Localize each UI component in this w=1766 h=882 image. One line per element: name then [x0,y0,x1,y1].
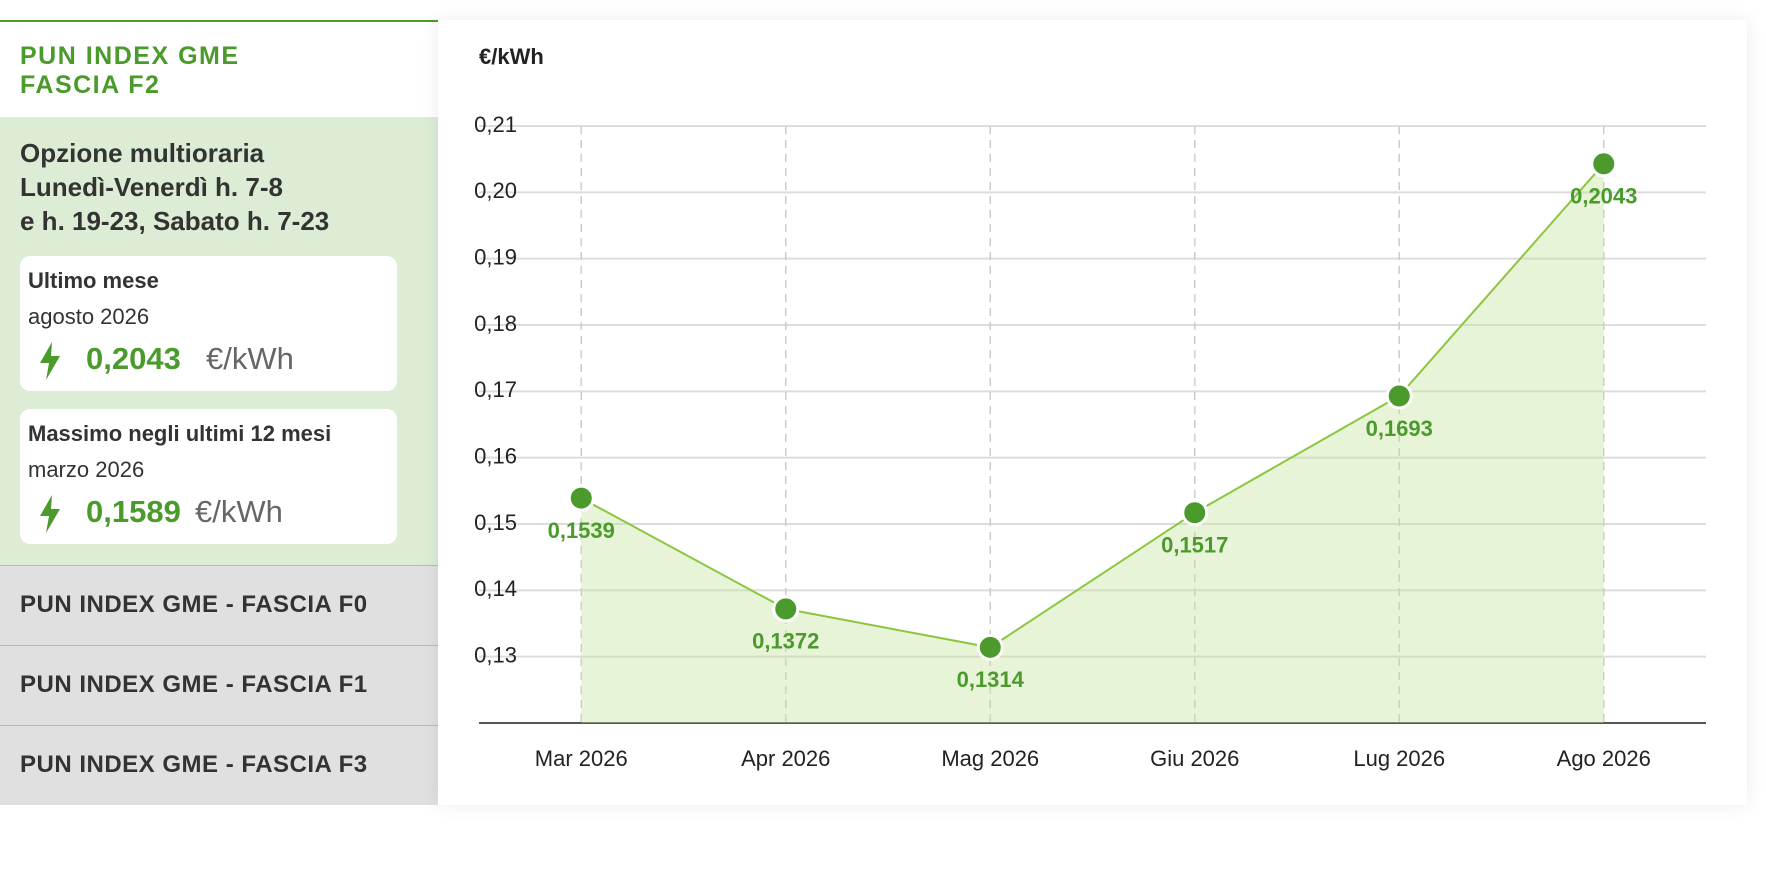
y-tick-label: 0,16 [474,443,517,468]
menu-item[interactable]: PUN INDEX GME - FASCIA F0 [0,565,438,645]
chart: €/kWh 0,13 0,14 0,15 0,16 0,17 0,18 0,19 0,20 0,… [474,44,1706,771]
card-title: Ultimo mese [28,268,159,293]
point [1385,382,1413,410]
card-unit: €/kWh [206,341,294,376]
line [580,163,1605,649]
x-tick-label: Mar 2026 [535,746,628,771]
card-period: agosto 2026 [28,304,150,329]
description-line: Opzione multioraria [20,138,265,168]
x-tick-label: Ago 2026 [1557,746,1651,771]
card-unit: €/kWh [195,494,283,529]
card-value: 0,2043 [86,341,181,376]
point [567,484,595,512]
card: Massimo negli ultimi 12 mesi marzo 2026 … [20,409,397,544]
point [772,595,800,623]
x-tick-label: Giu 2026 [1150,746,1239,771]
description-line: Lunedì-Venerdì h. 7-8 [20,172,283,202]
title-line: PUN INDEX GME [20,42,240,70]
title-line: FASCIA F2 [20,71,161,99]
data-label: 0,1372 [752,629,819,654]
y-tick-label: 0,13 [474,642,517,667]
y-tick-label: 0,15 [474,510,517,535]
card: Ultimo mese agosto 2026 0,2043 €/kWh [20,256,397,391]
y-tick-label: 0,21 [474,112,517,137]
y-tick-label: 0,19 [474,244,517,269]
point [1181,499,1209,527]
x-tick-label: Lug 2026 [1353,746,1445,771]
description-line: e h. 19-23, Sabato h. 7-23 [20,206,330,236]
data-label: 0,1539 [548,518,615,543]
data-label: 0,1314 [957,667,1025,692]
bolt-icon [40,342,60,380]
point [1590,150,1618,178]
menu-item[interactable]: PUN INDEX GME - FASCIA F3 [0,725,438,805]
y-tick-label: 0,14 [474,576,517,601]
data-label: 0,1693 [1366,416,1433,441]
y-tick-label: 0,18 [474,311,517,336]
point [976,633,1004,661]
data-label: 0,1517 [1161,533,1228,558]
card-period: marzo 2026 [28,457,145,482]
data-label: 0,2043 [1570,184,1637,209]
card-title: Massimo negli ultimi 12 mesi [28,421,332,446]
active-header[interactable]: PUN INDEX GME FASCIA F2 [0,20,438,117]
y-tick-label: 0,17 [474,377,517,402]
bolt-icon [40,495,60,533]
menu-item[interactable]: PUN INDEX GME - FASCIA F1 [0,645,438,725]
y-tick-label: 0,20 [474,178,517,203]
area [581,163,1604,723]
card-value: 0,1589 [86,494,181,529]
x-tick-label: Apr 2026 [741,746,830,771]
y-axis-unit: €/kWh [479,44,544,69]
x-tick-label: Mag 2026 [941,746,1039,771]
active-panel: Opzione multioraria Lunedì-Venerdì h. 7-… [0,117,438,565]
chart-panel: €/kWh 0,13 0,14 0,15 0,16 0,17 0,18 0,19 0,20 0,… [438,20,1747,805]
